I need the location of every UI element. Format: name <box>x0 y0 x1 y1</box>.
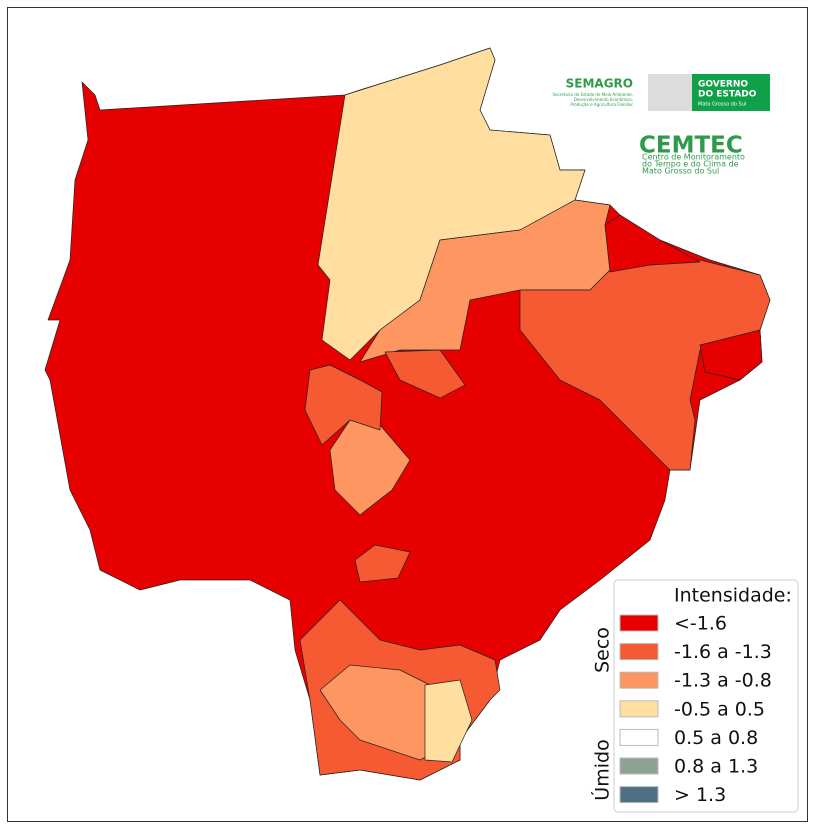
legend-label: 0.5 a 0.8 <box>674 727 758 749</box>
logo-text: Produção e Agricultura Familiar <box>570 102 633 107</box>
region <box>384 349 466 399</box>
logo-text: do Tempo e do Clima de <box>642 160 739 169</box>
region <box>354 544 411 583</box>
legend-swatch <box>619 757 659 775</box>
logo-text: Centro de Monitoramento <box>642 153 745 162</box>
legend-label: -1.6 a -1.3 <box>674 641 772 663</box>
region <box>304 364 383 446</box>
legend-group: Seco <box>592 627 614 673</box>
legend-swatch <box>619 671 659 689</box>
frame <box>7 7 808 822</box>
legend-swatch <box>619 700 659 718</box>
logo-text: Desenvolvimento Econômico, <box>574 97 633 102</box>
legend-label: <-1.6 <box>674 613 727 635</box>
legend-title: Intensidade: <box>674 585 792 607</box>
semagro-logo: SEMAGRO Secretaria de Estado de Meio Amb… <box>553 77 634 108</box>
logo-text: Secretaria de Estado de Meio Ambiente, <box>553 92 633 97</box>
region <box>424 679 473 763</box>
logo-text: GOVERNO <box>698 80 748 90</box>
legend-swatch <box>619 643 659 661</box>
cemtec-logo: CEMTEC Centro de Monitoramento do Tempo … <box>639 133 745 176</box>
logo-text: Mato Grosso do Sul <box>642 167 719 176</box>
legend-swatch <box>619 728 659 746</box>
legend-group: Úmido <box>590 739 614 800</box>
legend-label: -0.5 a 0.5 <box>674 698 765 720</box>
legend-swatch <box>619 786 659 804</box>
legend-label: -1.3 a -0.8 <box>674 670 772 692</box>
logo-title: CEMTEC <box>639 133 743 159</box>
region <box>699 329 763 381</box>
region <box>604 214 701 273</box>
legend-swatch <box>619 614 659 632</box>
legend-box <box>613 579 799 813</box>
logo-text: Mato Grosso do Sul <box>698 102 746 108</box>
governo-logo: GOVERNO DO ESTADO Mato Grosso do Sul <box>648 74 770 111</box>
logo-title: SEMAGRO <box>566 77 633 91</box>
legend: Intensidade: Seco Úmido <-1.6 -1.6 a -1.3… <box>590 579 799 813</box>
logo-text: DO ESTADO <box>698 90 757 100</box>
legend-label: 0.8 a 1.3 <box>674 756 758 778</box>
legend-label: > 1.3 <box>674 784 726 806</box>
state-map <box>44 47 771 781</box>
logo-box <box>692 74 770 111</box>
logo-crest <box>648 74 692 111</box>
